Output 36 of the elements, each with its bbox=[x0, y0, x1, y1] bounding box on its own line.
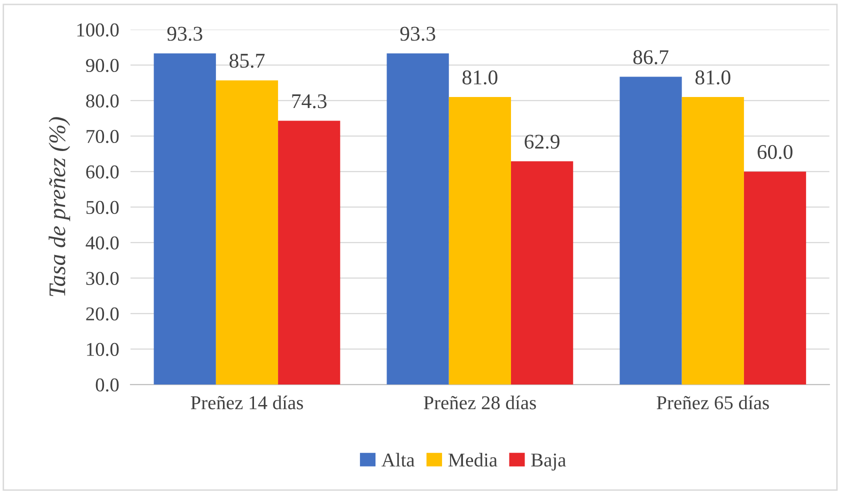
bar bbox=[278, 120, 340, 385]
bar bbox=[154, 53, 216, 385]
data-label: 74.3 bbox=[292, 94, 327, 108]
data-label: 60.0 bbox=[758, 144, 792, 160]
y-tick-label: 10.0 bbox=[87, 342, 119, 356]
y-tick-label: 30.0 bbox=[86, 272, 119, 286]
y-axis-title: Tasa de preñez (%) bbox=[48, 117, 70, 296]
bar bbox=[216, 80, 278, 385]
y-tick-label: 50.0 bbox=[86, 200, 119, 214]
y-tick-label: 80.0 bbox=[86, 94, 119, 108]
bar bbox=[386, 53, 449, 385]
bar bbox=[744, 172, 806, 385]
data-label: 93.3 bbox=[400, 26, 436, 41]
data-label: 86.7 bbox=[633, 50, 668, 64]
y-tick-label: 40.0 bbox=[86, 236, 119, 250]
data-label: 62.9 bbox=[524, 134, 560, 149]
x-tick-label: Preñez 65 días bbox=[656, 396, 769, 410]
bar bbox=[620, 76, 682, 385]
y-tick-label: 90.0 bbox=[86, 58, 119, 72]
x-tick-label: Preñez 14 días bbox=[190, 396, 303, 410]
legend-label: Alta bbox=[382, 452, 415, 467]
bar bbox=[511, 161, 574, 385]
y-tick-label: 100.0 bbox=[77, 23, 119, 37]
bar bbox=[682, 97, 744, 385]
data-label: 81.0 bbox=[695, 70, 730, 85]
bar bbox=[448, 97, 511, 385]
y-tick-label: 0.0 bbox=[96, 378, 119, 392]
data-label: 93.3 bbox=[167, 26, 202, 41]
x-tick-label: Preñez 28 días bbox=[424, 396, 536, 410]
data-label: 85.7 bbox=[230, 54, 265, 68]
y-tick-label: 70.0 bbox=[86, 130, 119, 144]
y-tick-label: 20.0 bbox=[86, 307, 119, 321]
y-tick-label: 60.0 bbox=[86, 165, 119, 179]
legend-label: Media bbox=[448, 452, 498, 467]
data-label: 81.0 bbox=[462, 70, 498, 85]
legend-label: Baja bbox=[531, 454, 566, 471]
